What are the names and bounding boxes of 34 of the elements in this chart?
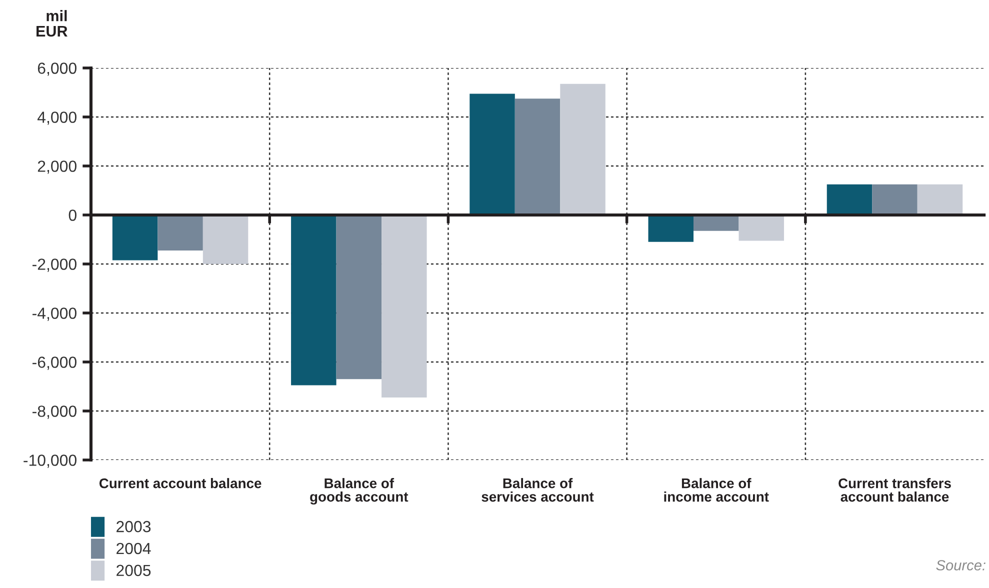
bar xyxy=(158,214,203,251)
bar xyxy=(112,214,158,260)
x-tick-label: Balance of services account xyxy=(482,478,594,502)
y-tick-label: 0 xyxy=(68,210,76,221)
bar xyxy=(202,214,248,264)
bar xyxy=(514,98,560,215)
bar xyxy=(917,184,963,215)
legend-label: 2005 xyxy=(116,564,151,576)
y-tick-label: -2,000 xyxy=(32,258,76,272)
y-tick-label: -10,000 xyxy=(24,454,76,468)
bar xyxy=(560,84,606,215)
y-tick-label: -6,000 xyxy=(32,356,76,370)
y-tick-label: -4,000 xyxy=(32,308,76,321)
bar xyxy=(470,94,515,215)
bar xyxy=(872,184,918,215)
bar xyxy=(694,214,739,231)
y-tick-label: 2,000 xyxy=(38,160,76,174)
bar xyxy=(336,214,382,380)
bar xyxy=(648,214,694,242)
y-tick-label: 4,000 xyxy=(38,112,76,125)
legend-label: 2003 xyxy=(116,520,151,532)
y-tick-label: -8,000 xyxy=(32,406,76,419)
source-note: Source: xyxy=(936,560,986,570)
x-tick-label: Balance of income account xyxy=(664,478,769,502)
y-axis-title: mil EUR xyxy=(36,10,68,37)
bar xyxy=(738,214,784,241)
y-tick-label: 6,000 xyxy=(38,62,76,76)
x-tick-label: Balance of goods account xyxy=(310,478,408,505)
bar xyxy=(382,214,427,398)
x-tick-label: Current transfers account balance xyxy=(838,478,951,502)
legend-label: 2004 xyxy=(116,542,151,554)
bar xyxy=(291,214,336,386)
x-tick-label: Current account balance xyxy=(99,478,262,488)
bar xyxy=(826,184,872,215)
